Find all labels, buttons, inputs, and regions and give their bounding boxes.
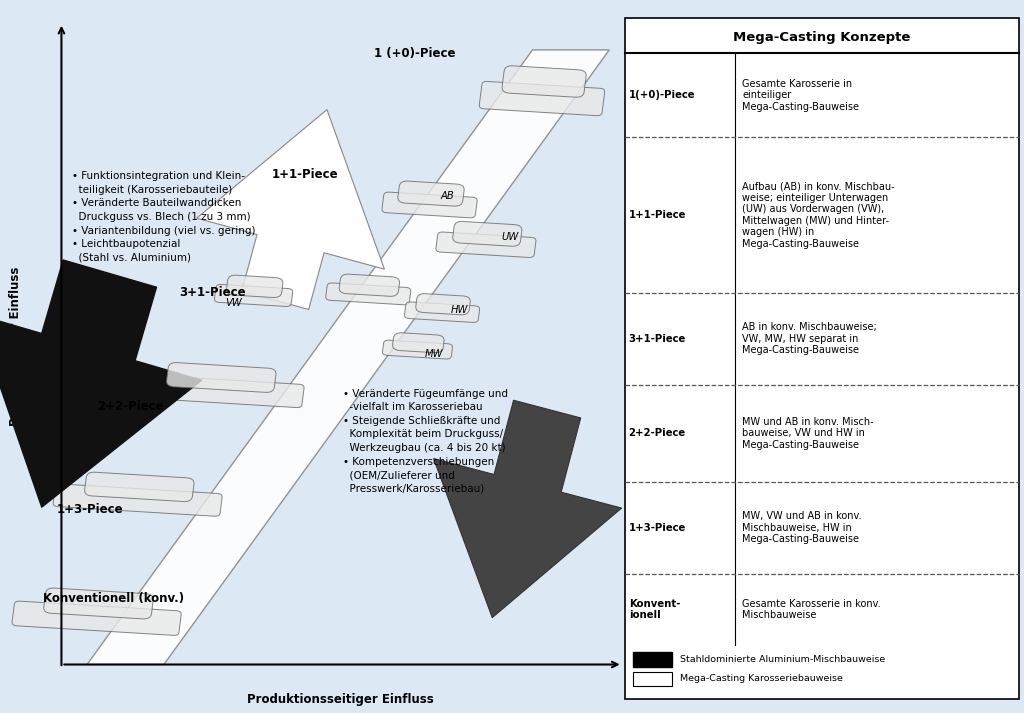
FancyBboxPatch shape <box>326 283 411 305</box>
FancyBboxPatch shape <box>436 232 536 257</box>
Polygon shape <box>87 50 609 665</box>
FancyBboxPatch shape <box>392 333 444 353</box>
FancyBboxPatch shape <box>502 66 586 97</box>
Text: 1(+0)-Piece: 1(+0)-Piece <box>629 91 695 101</box>
Text: VW: VW <box>225 298 242 308</box>
Text: UW: UW <box>502 232 519 242</box>
FancyBboxPatch shape <box>453 222 522 246</box>
FancyBboxPatch shape <box>167 363 276 392</box>
FancyBboxPatch shape <box>404 302 479 322</box>
Text: 1+1-Piece: 1+1-Piece <box>271 168 338 181</box>
Text: AB in konv. Mischbauweise;
VW, MW, HW separat in
Mega-Casting-Bauweise: AB in konv. Mischbauweise; VW, MW, HW se… <box>742 322 878 356</box>
FancyBboxPatch shape <box>214 284 293 307</box>
FancyBboxPatch shape <box>479 81 605 116</box>
Text: 3+1-Piece: 3+1-Piece <box>179 286 246 299</box>
Bar <box>633 652 672 667</box>
Text: 1+3-Piece: 1+3-Piece <box>629 523 686 533</box>
FancyBboxPatch shape <box>12 601 181 635</box>
Text: 1+1-Piece: 1+1-Piece <box>629 210 686 220</box>
Text: MW: MW <box>425 349 443 359</box>
Text: Konventionell (konv.): Konventionell (konv.) <box>43 593 184 605</box>
FancyBboxPatch shape <box>226 275 283 297</box>
Text: 1 (+0)-Piece: 1 (+0)-Piece <box>374 47 456 60</box>
Text: Konvent-
ionell: Konvent- ionell <box>629 599 680 620</box>
Text: • Funktionsintegration und Klein-
  teiligkeit (Karosseriebauteile)
• Veränderte: • Funktionsintegration und Klein- teilig… <box>72 171 255 262</box>
FancyBboxPatch shape <box>398 181 464 206</box>
Text: Produktseitiger Einfluss: Produktseitiger Einfluss <box>9 267 22 426</box>
Text: Aufbau (AB) in konv. Mischbau-
weise; einteiliger Unterwagen
(UW) aus Vorderwage: Aufbau (AB) in konv. Mischbau- weise; ei… <box>742 181 895 249</box>
Text: Gesamte Karosserie in konv.
Mischbauweise: Gesamte Karosserie in konv. Mischbauweis… <box>742 599 881 620</box>
Text: AB: AB <box>440 191 454 201</box>
FancyBboxPatch shape <box>85 472 194 501</box>
Text: 3+1-Piece: 3+1-Piece <box>629 334 686 344</box>
Bar <box>633 672 672 686</box>
FancyBboxPatch shape <box>53 484 222 516</box>
Bar <box>625 18 1019 699</box>
Text: Gesamte Karosserie in
einteiliger
Mega-Casting-Bauweise: Gesamte Karosserie in einteiliger Mega-C… <box>742 79 859 112</box>
Text: • Veränderte Fügeumfänge und
  -vielfalt im Karosseriebau
• Steigende Schließkrä: • Veränderte Fügeumfänge und -vielfalt i… <box>343 389 508 494</box>
FancyBboxPatch shape <box>416 294 470 315</box>
Text: 2+2-Piece: 2+2-Piece <box>629 429 686 438</box>
Text: MW und AB in konv. Misch-
bauweise, VW und HW in
Mega-Casting-Bauweise: MW und AB in konv. Misch- bauweise, VW u… <box>742 416 874 450</box>
Text: Mega-Casting Karosseriebauweise: Mega-Casting Karosseriebauweise <box>680 674 843 683</box>
Text: Mega-Casting Konzepte: Mega-Casting Konzepte <box>733 31 910 43</box>
Text: Produktionsseitiger Einfluss: Produktionsseitiger Einfluss <box>247 693 434 706</box>
FancyBboxPatch shape <box>44 588 154 619</box>
Text: HW: HW <box>451 305 468 315</box>
FancyBboxPatch shape <box>383 340 453 359</box>
FancyBboxPatch shape <box>135 375 304 408</box>
FancyBboxPatch shape <box>339 275 399 297</box>
Text: 1+3-Piece: 1+3-Piece <box>56 503 123 516</box>
Text: 2+2-Piece: 2+2-Piece <box>97 400 164 413</box>
Text: Stahldominierte Aluminium-Mischbauweise: Stahldominierte Aluminium-Mischbauweise <box>680 655 885 664</box>
FancyBboxPatch shape <box>382 192 477 218</box>
Text: MW, VW und AB in konv.
Mischbauweise, HW in
Mega-Casting-Bauweise: MW, VW und AB in konv. Mischbauweise, HW… <box>742 511 862 544</box>
